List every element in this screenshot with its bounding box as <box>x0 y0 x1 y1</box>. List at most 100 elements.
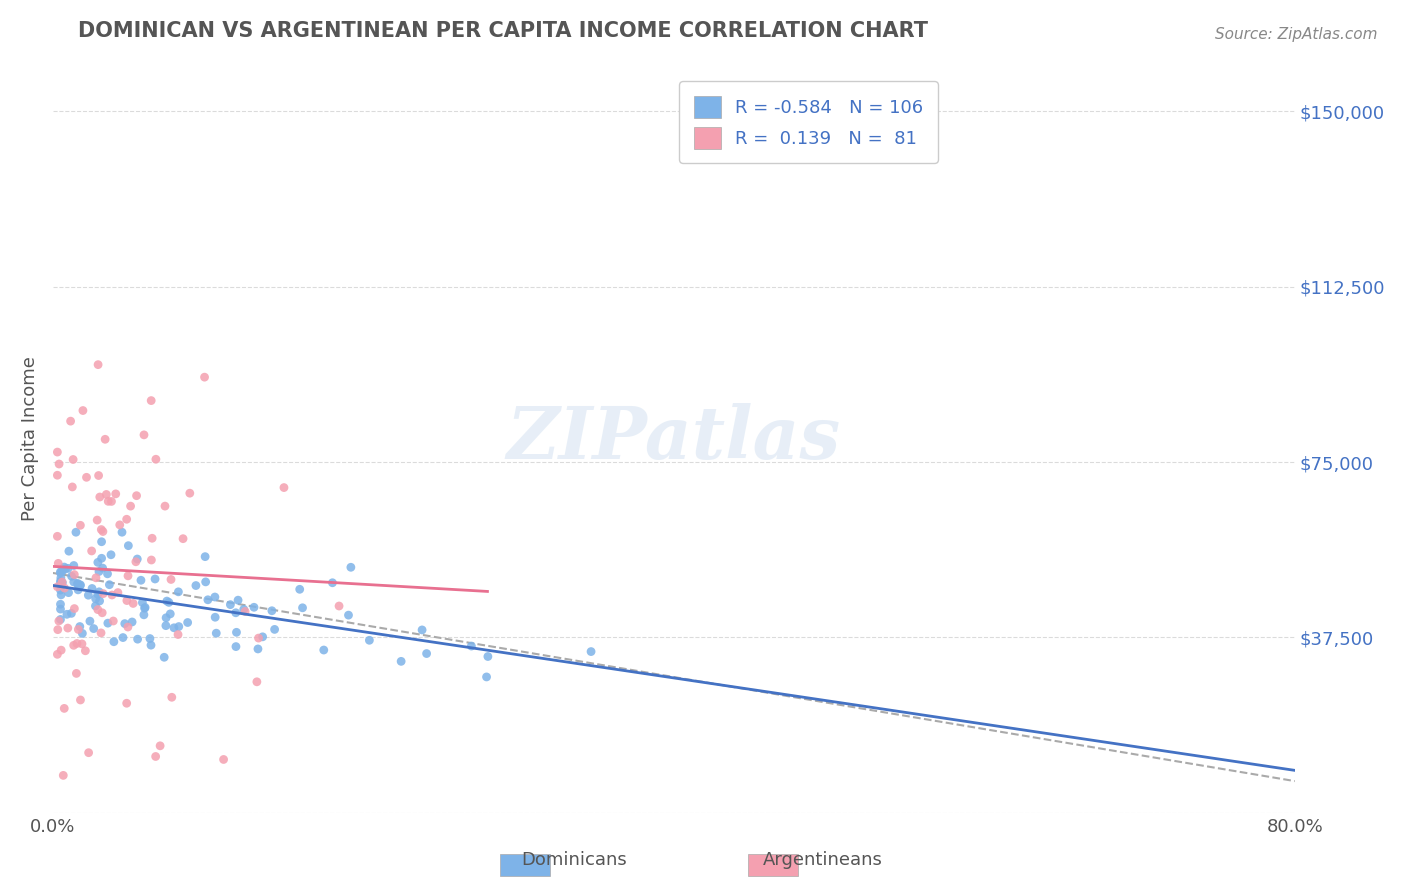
Point <box>117 569 139 583</box>
Point <box>84 599 107 613</box>
Point <box>62 638 84 652</box>
Point <box>67 623 90 637</box>
Point <box>56 607 79 622</box>
Point <box>89 490 111 504</box>
Text: Source: ZipAtlas.com: Source: ZipAtlas.com <box>1215 27 1378 42</box>
Point <box>79 614 101 628</box>
Point <box>89 594 111 608</box>
Point <box>204 610 226 624</box>
Legend: R = -0.584   N = 106, R =  0.139   N =  81: R = -0.584 N = 106, R = 0.139 N = 81 <box>679 81 938 163</box>
Point <box>225 640 247 654</box>
Point <box>115 512 138 526</box>
Point <box>411 623 433 637</box>
Point <box>111 525 134 540</box>
Point <box>225 606 247 620</box>
Point <box>84 571 107 585</box>
Point <box>53 560 76 574</box>
Point <box>115 593 138 607</box>
Point <box>87 565 110 579</box>
Point <box>232 602 254 616</box>
Point <box>288 582 311 597</box>
Point <box>219 598 242 612</box>
Point <box>155 611 177 625</box>
Point <box>46 580 69 594</box>
Point <box>87 468 110 483</box>
Point <box>104 487 127 501</box>
Point <box>243 600 266 615</box>
Point <box>51 564 73 578</box>
Point <box>415 647 437 661</box>
Text: ZIPatlas: ZIPatlas <box>506 403 841 475</box>
Point <box>212 752 235 766</box>
Point <box>84 591 107 606</box>
Point <box>59 414 82 428</box>
Point <box>72 626 94 640</box>
Point <box>141 531 163 545</box>
Point <box>65 666 87 681</box>
Point <box>72 403 94 417</box>
Point <box>160 690 183 705</box>
Point <box>252 630 274 644</box>
Point <box>101 588 124 602</box>
Point <box>46 529 69 543</box>
Point <box>111 631 134 645</box>
Point <box>90 626 112 640</box>
Point <box>149 739 172 753</box>
Point <box>127 552 149 566</box>
Point <box>49 612 72 626</box>
Point <box>91 524 114 539</box>
Point <box>139 638 162 652</box>
Point <box>49 602 72 616</box>
Point <box>49 588 72 602</box>
Point <box>117 620 139 634</box>
Text: Dominicans: Dominicans <box>522 851 627 869</box>
Point <box>273 481 295 495</box>
Point <box>246 642 269 657</box>
Point <box>70 637 93 651</box>
Point <box>143 572 166 586</box>
Point <box>51 643 73 657</box>
Point <box>49 576 72 591</box>
Point <box>193 370 215 384</box>
Point <box>155 618 177 632</box>
Point <box>127 632 149 647</box>
Point <box>205 626 228 640</box>
Point <box>100 494 122 508</box>
Point <box>87 587 110 601</box>
Point <box>132 428 155 442</box>
Point <box>48 457 70 471</box>
Point <box>49 571 72 585</box>
Point <box>141 553 163 567</box>
Y-axis label: Per Capita Income: Per Capita Income <box>21 356 39 521</box>
Point <box>83 622 105 636</box>
Point <box>60 569 83 583</box>
Point <box>233 605 256 619</box>
Point <box>96 566 118 581</box>
Point <box>87 555 110 569</box>
Point <box>163 621 186 635</box>
Point <box>475 670 498 684</box>
Point <box>52 768 75 782</box>
Point <box>77 746 100 760</box>
Point <box>46 648 69 662</box>
Point <box>90 534 112 549</box>
Point <box>91 561 114 575</box>
Point <box>91 606 114 620</box>
Point <box>160 573 183 587</box>
Point <box>90 523 112 537</box>
Point <box>69 619 91 633</box>
Point <box>87 584 110 599</box>
Point <box>172 532 194 546</box>
Point <box>46 468 69 483</box>
Point <box>77 588 100 602</box>
Point <box>204 590 226 604</box>
Point <box>167 627 190 641</box>
Point <box>51 574 73 589</box>
Point <box>108 517 131 532</box>
Point <box>97 616 120 631</box>
Point <box>69 518 91 533</box>
Point <box>49 574 72 589</box>
Point <box>145 452 167 467</box>
Point <box>117 539 139 553</box>
Point <box>49 597 72 611</box>
